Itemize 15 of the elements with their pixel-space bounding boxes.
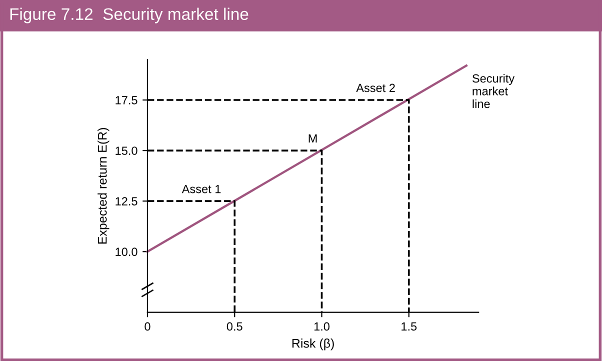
y-tick-label: 10.0 xyxy=(116,248,138,256)
y-axis-title: Expected return E(R) xyxy=(98,128,110,244)
annotation: M xyxy=(308,134,317,143)
x-tick-label: 0.5 xyxy=(226,322,242,331)
x-axis-title: Risk (β) xyxy=(292,338,334,350)
chart-title: Figure 7.12 Security market line xyxy=(10,8,248,24)
annotation: Asset 2 xyxy=(356,84,395,92)
y-tick-label: 12.5 xyxy=(116,197,138,206)
y-tick-label: 15.0 xyxy=(116,146,138,155)
annotation: Asset 1 xyxy=(182,184,221,194)
x-tick-label: 1.5 xyxy=(402,322,417,331)
x-tick-label: 0 xyxy=(144,322,150,331)
y-tick-label: 17.5 xyxy=(116,96,138,104)
annotation: Security market line xyxy=(472,74,515,108)
x-tick-label: 1.0 xyxy=(314,322,330,331)
